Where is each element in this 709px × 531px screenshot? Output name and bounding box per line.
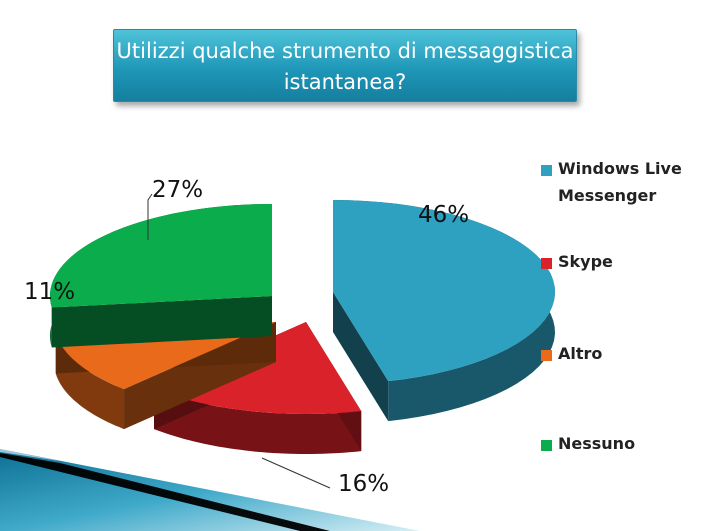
legend-swatch-skype — [541, 258, 552, 269]
pie-slice-wall-nessuno — [51, 296, 273, 348]
pie-slice-windows-live-messenger — [333, 200, 555, 422]
legend-swatch-windows-live-messenger — [541, 165, 552, 176]
data-label-nessuno: 27% — [152, 177, 203, 203]
chart-title: Utilizzi qualche strumento di messaggist… — [116, 39, 574, 94]
legend-label-altro: Altro — [558, 344, 603, 363]
leader-line-nessuno — [147, 193, 153, 240]
legend-swatch-nessuno — [541, 440, 552, 451]
pie-slice-top-nessuno — [49, 204, 272, 308]
legend-label-nessuno: Nessuno — [558, 434, 636, 453]
decorative-corner-swoosh — [0, 449, 420, 531]
pie-slice-wall-windows-live-messenger — [333, 292, 389, 422]
legend-swatch-altro — [541, 350, 552, 361]
legend-label-skype: Skype — [558, 252, 613, 271]
pie-slice-top-windows-live-messenger — [333, 200, 555, 382]
leader-line-skype — [261, 457, 331, 489]
chart-title-box: Utilizzi qualche strumento di messaggist… — [113, 29, 577, 102]
data-label-altro: 11% — [24, 279, 75, 305]
pie-slice-side-altro — [55, 333, 124, 430]
pie-slice-nessuno — [49, 204, 273, 348]
data-label-windows-live-messenger: 46% — [418, 202, 469, 228]
legend-label-windows-live-messenger: Windows Live Messenger — [558, 159, 682, 205]
data-label-skype: 16% — [338, 471, 389, 497]
